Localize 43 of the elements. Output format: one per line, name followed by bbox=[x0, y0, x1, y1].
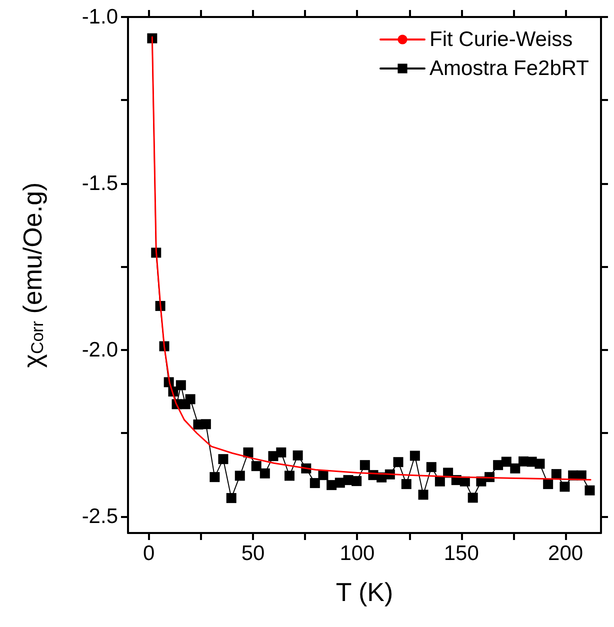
y-tick-label: -2.0 bbox=[82, 338, 118, 362]
point bbox=[393, 457, 404, 468]
x-tick-label: 50 bbox=[241, 542, 265, 565]
point bbox=[243, 447, 254, 458]
point bbox=[218, 454, 228, 464]
point bbox=[310, 478, 320, 488]
x-tick-label: 100 bbox=[340, 542, 375, 565]
point bbox=[560, 482, 570, 492]
point bbox=[284, 470, 294, 481]
point bbox=[210, 472, 220, 482]
y-tick-label: -2.5 bbox=[82, 504, 118, 528]
point bbox=[584, 485, 595, 496]
y-tick-label: -1.0 bbox=[82, 6, 118, 28]
y-axis-title: χCorr (emu/Oe.g) bbox=[18, 182, 48, 368]
point bbox=[418, 490, 428, 500]
point bbox=[434, 476, 445, 486]
point bbox=[260, 468, 270, 478]
point bbox=[176, 380, 186, 390]
x-axis-title: T (K) bbox=[336, 577, 394, 607]
point bbox=[292, 450, 303, 460]
point bbox=[501, 456, 512, 467]
point bbox=[226, 493, 236, 504]
point bbox=[468, 492, 478, 503]
x-tick-label: 150 bbox=[444, 542, 479, 565]
legend-label: Fit Curie-Weiss bbox=[430, 28, 573, 51]
point bbox=[401, 479, 412, 490]
point bbox=[234, 470, 245, 481]
point bbox=[360, 460, 370, 470]
x-tick-label: 0 bbox=[142, 542, 155, 565]
point bbox=[352, 476, 362, 486]
legend-label: Amostra Fe2bRT bbox=[430, 57, 590, 80]
point bbox=[185, 394, 196, 404]
point bbox=[543, 479, 554, 490]
point bbox=[510, 463, 520, 474]
point bbox=[410, 450, 420, 461]
x-tick-label: 200 bbox=[548, 542, 584, 565]
point bbox=[534, 458, 545, 469]
point bbox=[200, 419, 211, 430]
y-tick-label: -1.5 bbox=[82, 172, 118, 195]
point bbox=[551, 469, 562, 480]
point bbox=[276, 447, 286, 458]
point bbox=[426, 462, 436, 472]
point bbox=[251, 461, 262, 472]
